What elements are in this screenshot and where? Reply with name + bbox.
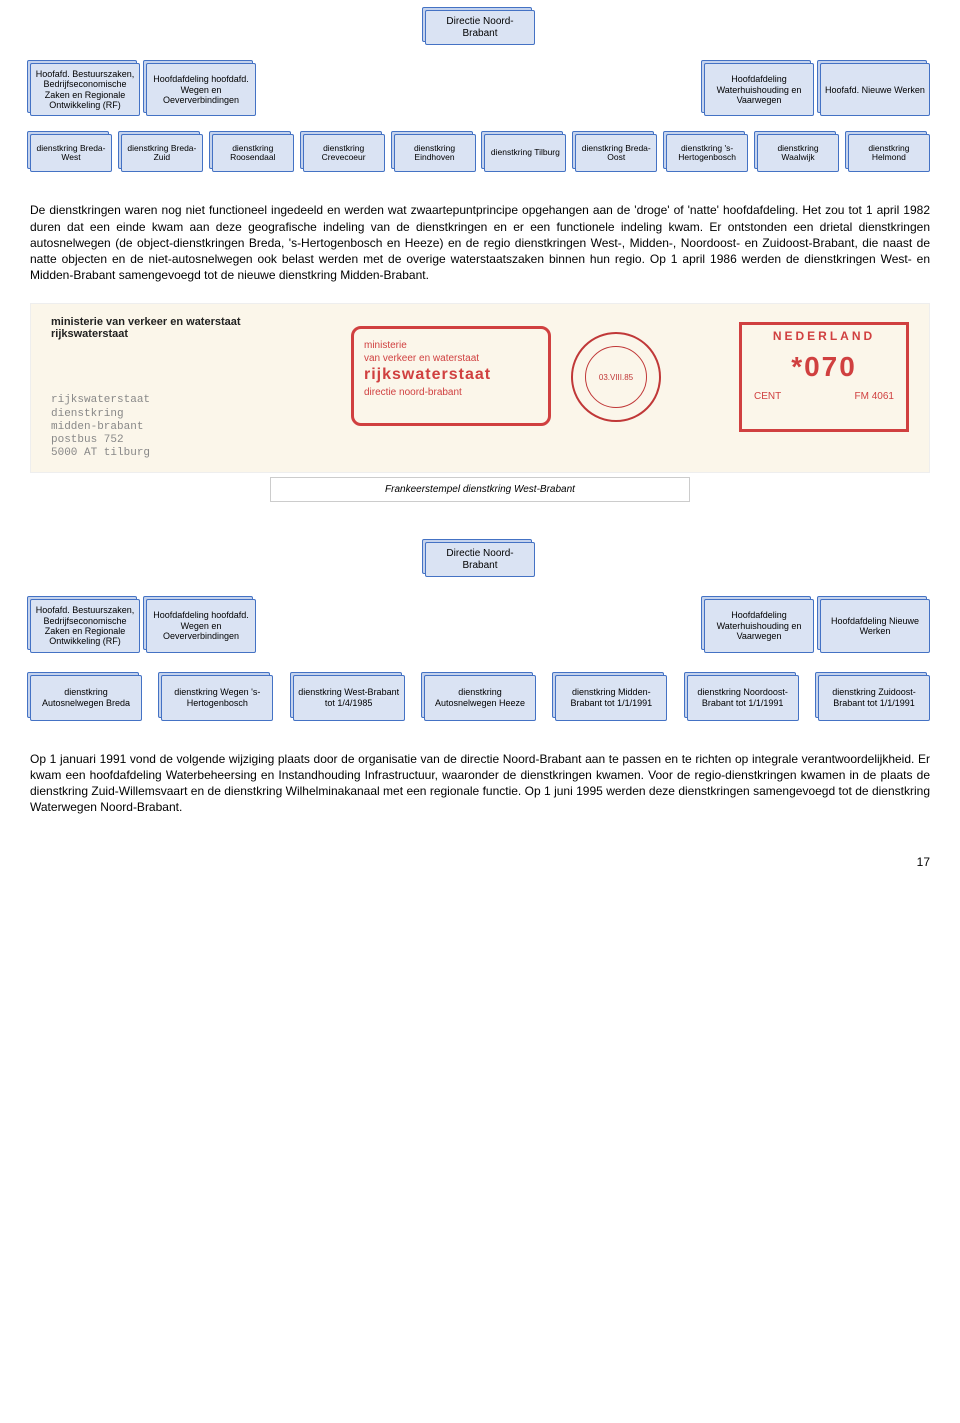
org1-l3-3: dienstkring Crevecoeur bbox=[303, 134, 385, 172]
org2-l2-3: Hoofdafdeling Nieuwe Werken bbox=[820, 599, 930, 652]
stamp-center-l1: ministerie bbox=[364, 339, 538, 352]
stamp-ministry-line1: ministerie van verkeer en waterstaat bbox=[51, 316, 241, 328]
stamp-addr-5: 5000 AT tilburg bbox=[51, 447, 150, 460]
org2-l3-6: dienstkring Zuidoost-Brabant tot 1/1/199… bbox=[818, 675, 930, 721]
frankeerstempel-image: ministerie van verkeer en waterstaat rij… bbox=[30, 303, 930, 473]
org-chart-2: Directie Noord-Brabant Hoofafd. Bestuurs… bbox=[30, 542, 930, 720]
org1-l2-0: Hoofafd. Bestuurszaken, Bedrijfseconomis… bbox=[30, 63, 140, 116]
stamp-meter-fm: FM 4061 bbox=[855, 391, 894, 402]
paragraph-2: Op 1 januari 1991 vond de volgende wijzi… bbox=[30, 751, 930, 816]
org1-l2-2: Hoofdafdeling Waterhuishouding en Vaarwe… bbox=[704, 63, 814, 116]
stamp-postmark: 03.VIII.85 bbox=[571, 332, 661, 422]
stamp-addr-3: midden-brabant bbox=[51, 421, 150, 434]
paragraph-1: De dienstkringen waren nog niet function… bbox=[30, 202, 930, 283]
stamp-ministry-header: ministerie van verkeer en waterstaat rij… bbox=[51, 316, 241, 340]
page-number: 17 bbox=[30, 855, 930, 869]
org2-l3-5: dienstkring Noordoost-Brabant tot 1/1/19… bbox=[687, 675, 799, 721]
org1-l2-1: Hoofdafdeling hoofdafd. Wegen en Oeverve… bbox=[146, 63, 256, 116]
org1-l3-6: dienstkring Breda-Oost bbox=[575, 134, 657, 172]
org2-l3-0: dienstkring Autosnelwegen Breda bbox=[30, 675, 142, 721]
stamp-ministry-line2: rijkswaterstaat bbox=[51, 328, 241, 340]
org1-top-box: Directie Noord-Brabant bbox=[425, 10, 535, 45]
org1-l2-3: Hoofafd. Nieuwe Werken bbox=[820, 63, 930, 116]
org1-l3-7: dienstkring 's-Hertogenbosch bbox=[666, 134, 748, 172]
org1-l3-2: dienstkring Roosendaal bbox=[212, 134, 294, 172]
stamp-addr-4: postbus 752 bbox=[51, 434, 150, 447]
stamp-center-l3: directie noord-brabant bbox=[364, 386, 538, 399]
org2-l3-2: dienstkring West-Brabant tot 1/4/1985 bbox=[293, 675, 405, 721]
stamp-meter-cent: CENT bbox=[754, 391, 781, 402]
stamp-postmark-date: 03.VIII.85 bbox=[599, 373, 633, 382]
org1-l3-9: dienstkring Helmond bbox=[848, 134, 930, 172]
org2-l2-1: Hoofdafdeling hoofdafd. Wegen en Oeverve… bbox=[146, 599, 256, 652]
org2-l2-0: Hoofafd. Bestuurszaken, Bedrijfseconomis… bbox=[30, 599, 140, 652]
org2-l2-2: Hoofdafdeling Waterhuishouding en Vaarwe… bbox=[704, 599, 814, 652]
org-chart-1: Directie Noord-Brabant Hoofafd. Bestuurs… bbox=[30, 10, 930, 172]
stamp-center-big: rijkswaterstaat bbox=[364, 365, 538, 386]
stamp-center-l2: van verkeer en waterstaat bbox=[364, 352, 538, 365]
org2-l3-1: dienstkring Wegen 's-Hertogenbosch bbox=[161, 675, 273, 721]
org2-l3-4: dienstkring Midden-Brabant tot 1/1/1991 bbox=[555, 675, 667, 721]
org1-l3-1: dienstkring Breda-Zuid bbox=[121, 134, 203, 172]
org1-l3-5: dienstkring Tilburg bbox=[484, 134, 566, 172]
org1-l3-8: dienstkring Waalwijk bbox=[757, 134, 839, 172]
org1-l3-4: dienstkring Eindhoven bbox=[394, 134, 476, 172]
stamp-caption: Frankeerstempel dienstkring West-Brabant bbox=[270, 477, 690, 502]
stamp-meter-amount: *070 bbox=[746, 351, 902, 383]
stamp-address: rijkswaterstaat dienstkring midden-braba… bbox=[51, 394, 150, 460]
stamp-meter: NEDERLAND *070 CENT FM 4061 bbox=[739, 322, 909, 432]
stamp-addr-2: dienstkring bbox=[51, 408, 150, 421]
org2-l3-3: dienstkring Autosnelwegen Heeze bbox=[424, 675, 536, 721]
org2-top-box: Directie Noord-Brabant bbox=[425, 542, 535, 577]
org1-l3-0: dienstkring Breda-West bbox=[30, 134, 112, 172]
stamp-addr-1: rijkswaterstaat bbox=[51, 394, 150, 407]
stamp-center-box: ministerie van verkeer en waterstaat rij… bbox=[351, 326, 551, 426]
stamp-meter-country: NEDERLAND bbox=[746, 329, 902, 343]
